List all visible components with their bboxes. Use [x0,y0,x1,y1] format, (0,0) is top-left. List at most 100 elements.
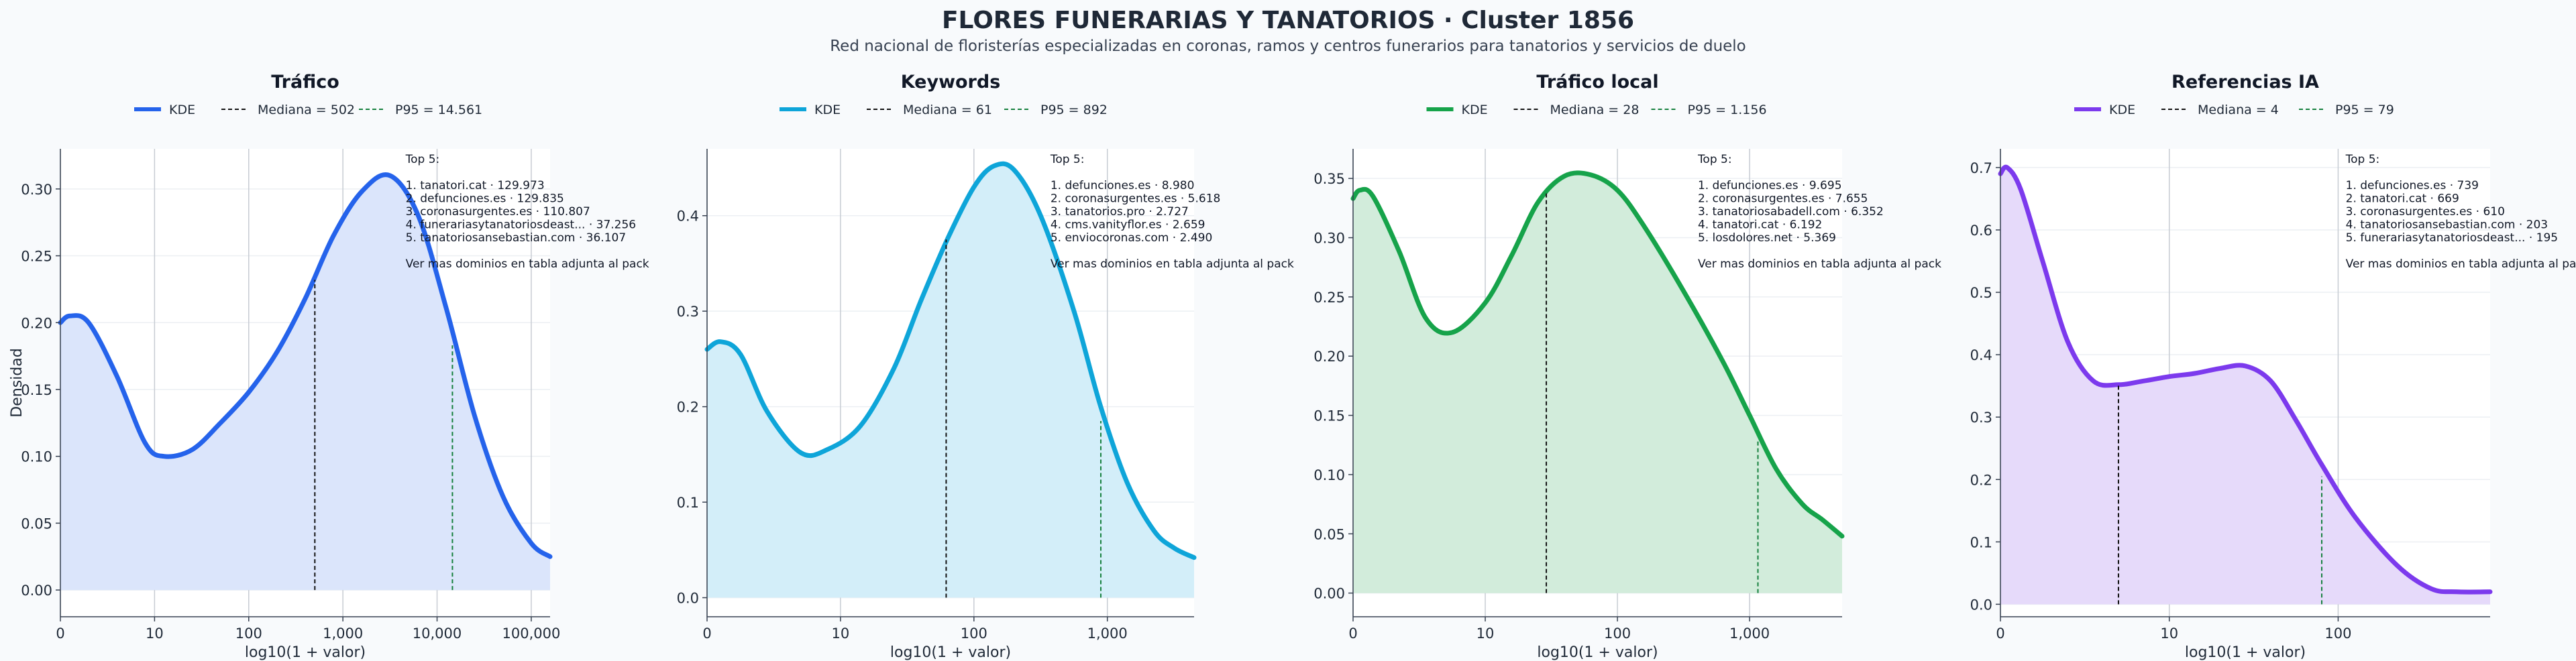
annotation-line: 4. tanatori.cat · 6.192 [1698,219,1822,232]
y-tick-label: 0.4 [1970,347,1992,363]
chart-title: Tráfico [271,72,339,93]
y-tick-label: 0.1 [1970,534,1992,550]
x-tick-label: 100 [2324,625,2351,642]
chart-title: Tráfico local [1536,72,1658,93]
chart-panel-1: 0.00 0.05 0.10 0.15 0.20 0.25 0.30 0 10 100 1,000 1… [9,72,649,661]
legend-kde-label: KDE [1462,103,1488,117]
annotation-line: Ver mas dominios en tabla adjunta al pac… [1051,257,1294,271]
kde-area [707,164,1194,598]
x-axis-label: log10(1 + valor) [1537,644,1658,661]
y-tick-label: 0.2 [1970,472,1992,488]
y-tick-label: 0.0 [677,591,699,607]
figure-subtitle: Red nacional de floristerías especializa… [830,38,1746,55]
y-tick-label: 0.30 [1313,231,1345,247]
kde-curve [1998,164,2493,595]
y-tick-label: 0.20 [1313,349,1345,365]
y-tick-label: 0.3 [1970,410,1992,426]
chart-panels: 0.000.050.100.150.200.250.300 10 100 1,000 1… [9,72,2576,661]
annotation-line: Ver mas dominios en tabla adjunta al pac… [406,257,649,271]
x-tick-label: 10,000 [413,625,462,642]
annotation-line: 5. losdolores.net · 5.369 [1698,231,1836,245]
x-tick-label: 100 [961,625,987,642]
annotation-line: 1. defunciones.es · 739 [2346,179,2479,192]
x-tick-label: 100 [1604,625,1631,642]
legend-median-label: Mediana = 502 [258,103,355,117]
kde-area [2000,167,2490,605]
y-tick-label: 0.05 [21,516,52,532]
annotation-line: Top 5: [1697,153,1732,166]
x-tick-label: 1,000 [1087,625,1128,642]
x-tick-label: 10 [832,625,850,642]
y-tick-label: 0.5 [1970,285,1992,301]
annotation-line: 4. tanatoriosansebastian.com · 203 [2346,219,2548,232]
annotation-line: 2. tanatori.cat · 669 [2346,192,2459,206]
kde-curve [58,172,553,559]
x-axis-label: log10(1 + valor) [2185,644,2306,661]
annotation-line: 2. coronasurgentes.es · 5.618 [1051,192,1221,206]
annotation-line: 4. funerariasytanatoriosdeast... · 37.25… [406,219,636,232]
annotation-line: 1. defunciones.es · 8.980 [1051,179,1195,192]
x-axis-label: log10(1 + valor) [245,644,366,661]
annotation-line: 5. enviocoronas.com · 2.490 [1051,231,1212,245]
annotation-line: Top 5: [2345,153,2380,166]
chart-title: Keywords [901,72,1001,93]
y-tick-label: 0.10 [21,449,52,465]
legend-kde-label: KDE [814,103,841,117]
y-tick-label: 0.0 [1970,597,1992,613]
legend-kde-label: KDE [169,103,195,117]
legend-p95-label: P95 = 892 [1040,103,1108,117]
y-tick-label: 0.6 [1970,223,1992,239]
annotation-line: 3. tanatoriosabadell.com · 6.352 [1698,205,1884,219]
y-tick-label: 0.05 [1313,526,1345,542]
y-tick-label: 0.1 [677,495,699,511]
legend-median-label: Mediana = 61 [903,103,992,117]
y-tick-label: 0.15 [21,382,52,398]
kde-area [1353,172,1842,593]
y-tick-label: 0.35 [1313,171,1345,187]
chart-title: Referencias IA [2171,72,2319,93]
annotation-line: Top 5: [1050,153,1085,166]
legend-p95-label: P95 = 14.561 [395,103,482,117]
y-tick-label: 0.25 [1313,290,1345,306]
x-tick-label: 0 [1996,625,2004,642]
y-tick-label: 0.3 [677,304,699,320]
y-tick-label: 0.10 [1313,467,1345,483]
figure-title: FLORES FUNERARIAS Y TANATORIOS · Cluster… [942,7,1634,34]
annotation-line: 3. coronasurgentes.es · 110.807 [406,205,590,219]
x-tick-label: 0 [1348,625,1357,642]
x-tick-label: 10 [1477,625,1495,642]
annotation-line: 1. defunciones.es · 9.695 [1698,179,1842,192]
x-tick-label: 10 [2160,625,2178,642]
legend-median-label: Mediana = 4 [2198,103,2279,117]
y-tick-label: 0.20 [21,315,52,331]
y-tick-label: 0.30 [21,182,52,198]
legend-median-label: Mediana = 28 [1550,103,1640,117]
annotation-line: Ver mas dominios en tabla adjunta al pac… [2346,257,2576,271]
y-tick-label: 0.2 [677,400,699,416]
annotation-line: 3. coronasurgentes.es · 610 [2346,205,2505,219]
chart-panel-3: 0.00 0.05 0.10 0.15 0.20 0.25 0.30 0.35 0 10 100 1,… [1313,72,1941,661]
y-tick-label: 0.7 [1970,160,1992,176]
annotation-line: Top 5: [405,153,440,166]
chart-panel-4: 0.0 0.1 0.2 0.3 0.4 0.5 0.6 0.7 0 10 100 log10(1 + … [1970,72,2576,661]
x-tick-label: 10 [146,625,164,642]
x-tick-label: 0 [56,625,64,642]
annotation-line: 2. defunciones.es · 129.835 [406,192,564,206]
y-tick-label: 0.00 [1313,586,1345,602]
annotation-line: 1. tanatori.cat · 129.973 [406,179,545,192]
annotation-line: 5. tanatoriosansebastian.com · 36.107 [406,231,627,245]
kde-area [60,174,550,591]
annotation-line: Ver mas dominios en tabla adjunta al pac… [1698,257,1941,271]
annotation-line: 4. cms.vanityflor.es · 2.659 [1051,219,1205,232]
legend-p95-label: P95 = 79 [2335,103,2394,117]
y-tick-label: 0.25 [21,249,52,265]
x-tick-label: 100,000 [502,625,561,642]
legend-p95-label: P95 = 1.156 [1688,103,1767,117]
x-tick-label: 1,000 [1729,625,1770,642]
x-tick-label: 1,000 [323,625,363,642]
x-tick-label: 100 [235,625,262,642]
legend-kde-label: KDE [2109,103,2135,117]
y-tick-label: 0.4 [677,208,699,225]
chart-panel-2: 0.0 0.1 0.2 0.3 0.4 0 10 100 1,000 log10(1 + valo… [677,72,1294,661]
